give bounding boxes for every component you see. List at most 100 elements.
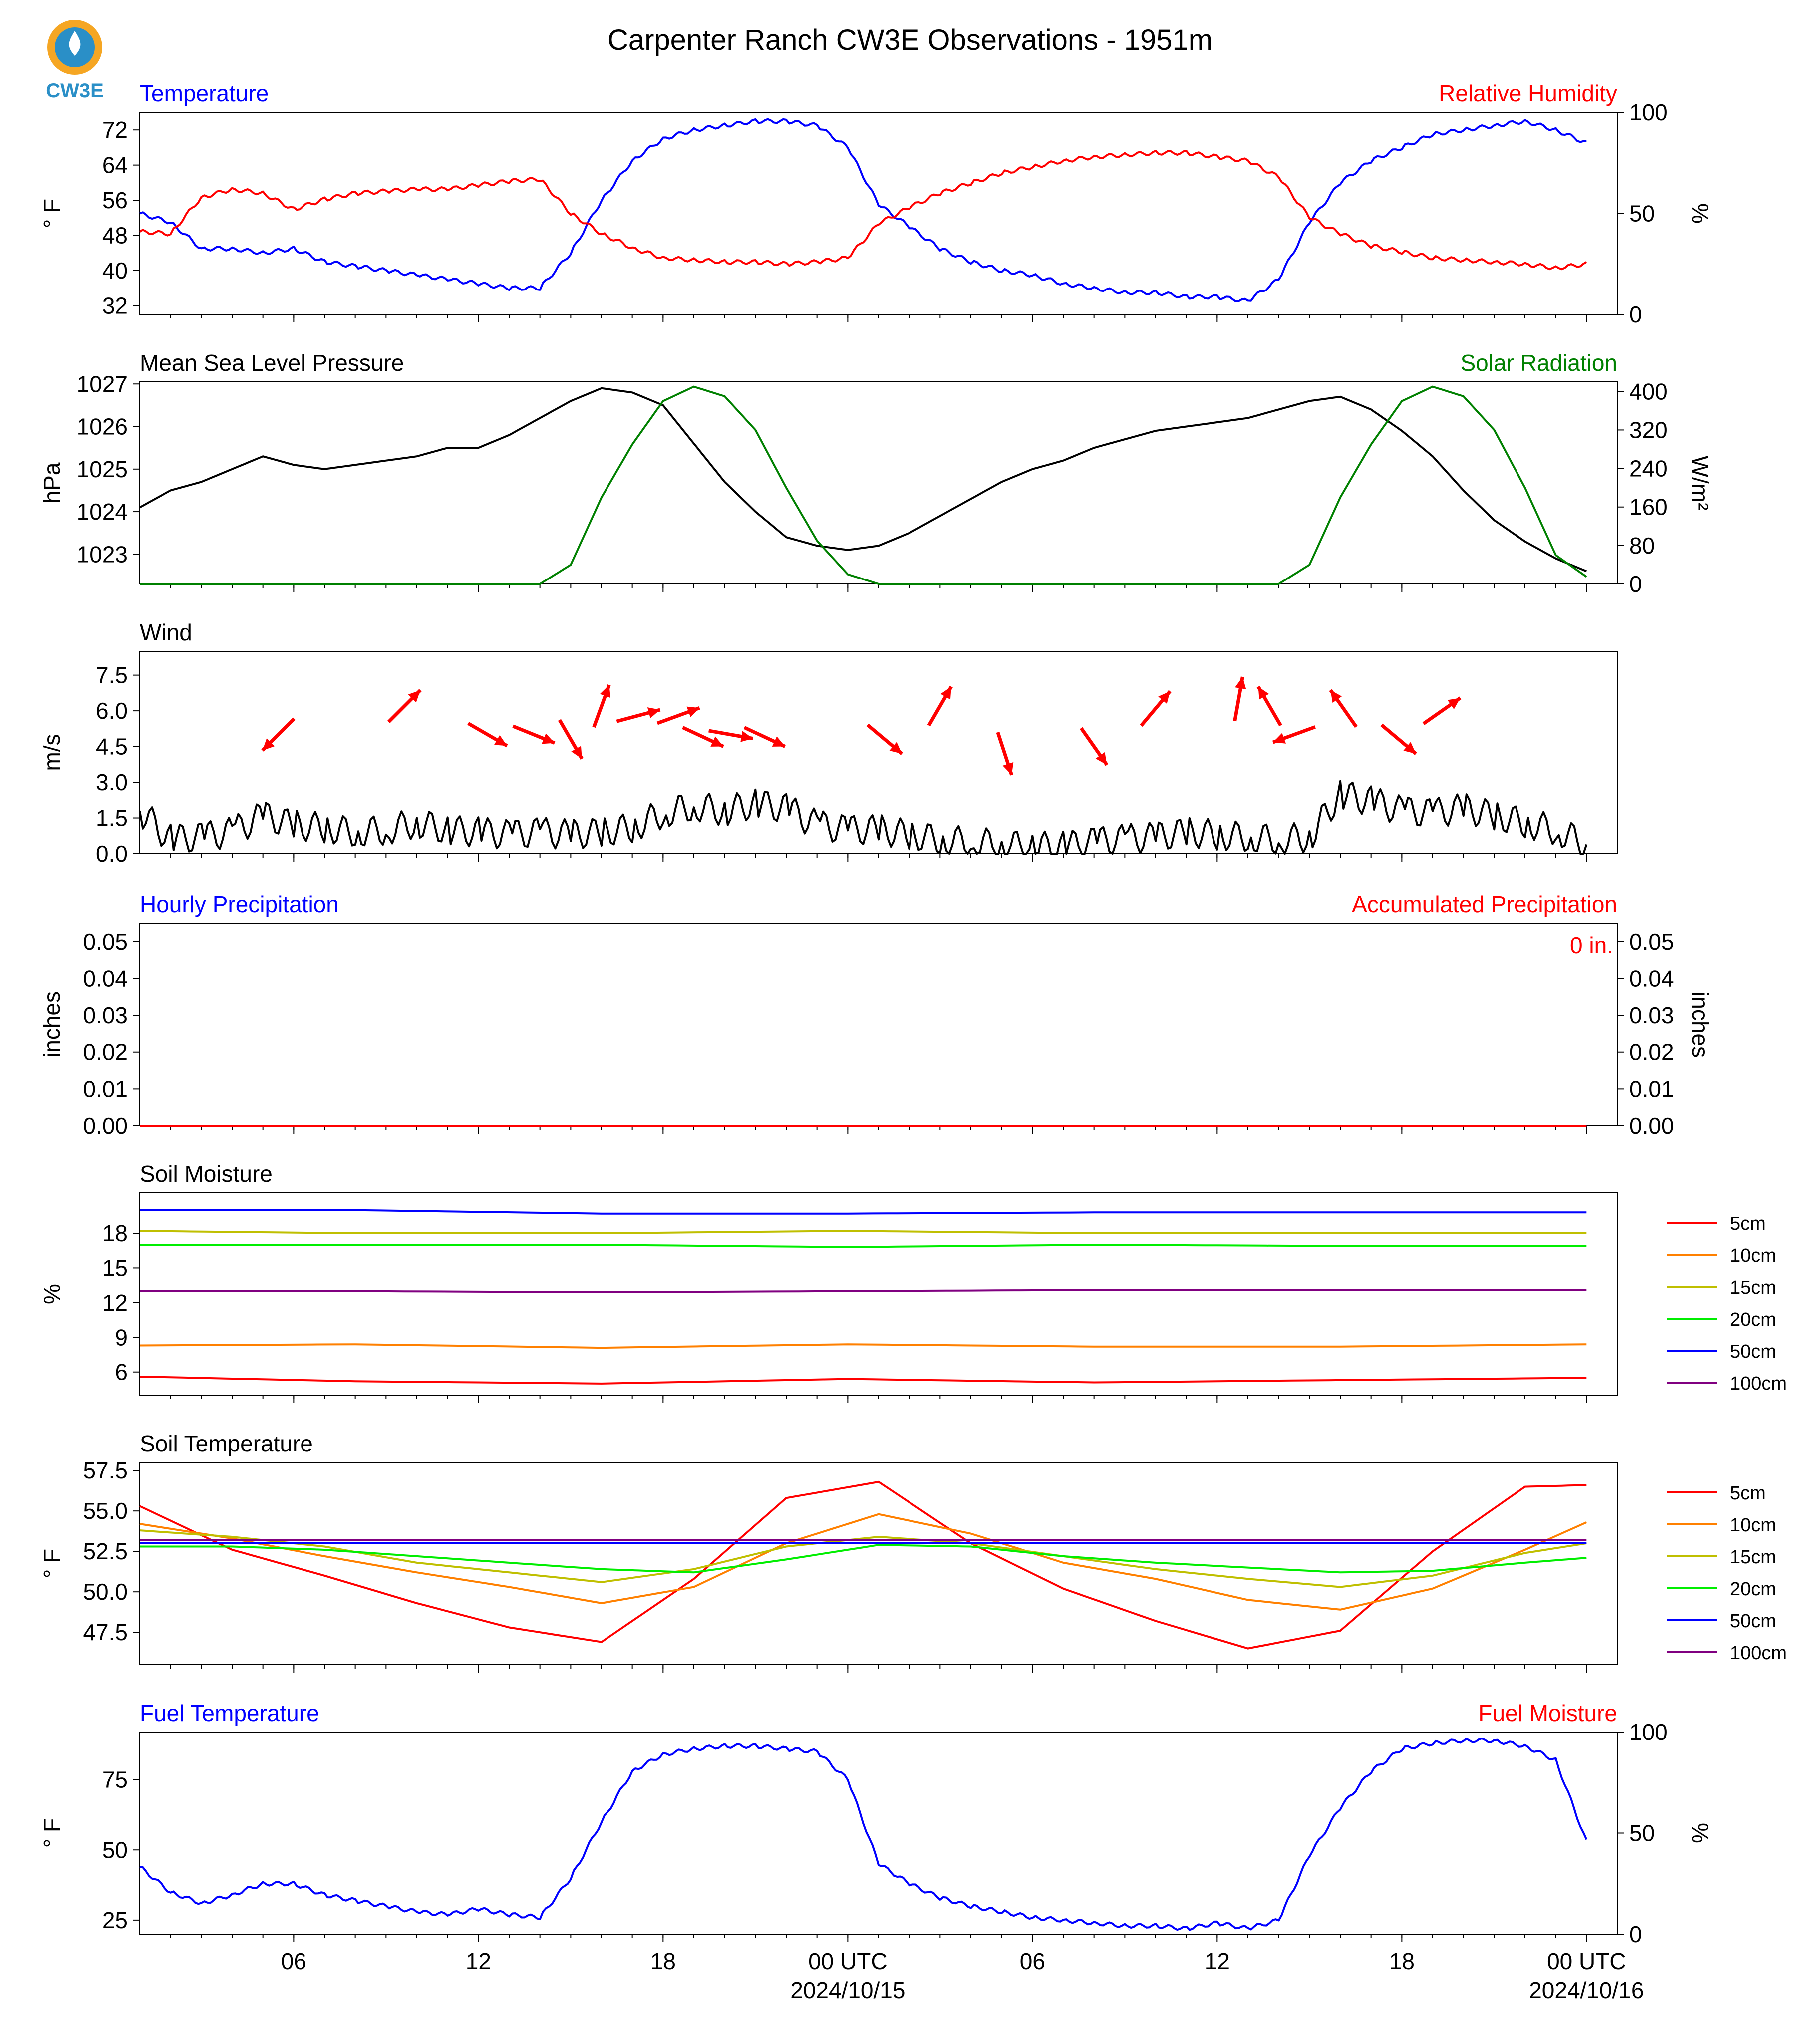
series-line-20cm <box>140 1544 1587 1574</box>
legend-label: 100cm <box>1730 1643 1787 1664</box>
wind-arrow-head <box>686 706 700 717</box>
y-tick-label-left: 50 <box>102 1837 128 1863</box>
x-tick-label: 18 <box>650 1948 676 1974</box>
y-tick-label-left: 6.0 <box>96 698 128 724</box>
plot-frame <box>139 923 1618 1126</box>
panel-title-left: Soil Temperature <box>140 1431 313 1456</box>
y-tick-label-left: 15 <box>102 1255 128 1281</box>
y-tick-label-right: 50 <box>1629 201 1655 227</box>
legend-label: 5cm <box>1730 1213 1766 1234</box>
y-tick-label-right: 0.05 <box>1629 929 1674 955</box>
chart-panel-5: Soil Moisture 6 9 12 15 18% 5cm 10cm 15cm 20cm 50c… <box>39 1161 1787 1403</box>
y-tick-label-left: 0.03 <box>83 1002 128 1028</box>
y-tick-label-right: 50 <box>1629 1820 1655 1846</box>
y-tick-label-right: 0.02 <box>1629 1039 1674 1065</box>
plot-frame <box>139 1192 1618 1396</box>
x-date-label: 2024/10/15 <box>790 1977 905 2003</box>
wind-arrow-head <box>1235 676 1246 689</box>
logo-text: CW3E <box>46 80 104 102</box>
wind-arrow-head <box>1258 686 1269 700</box>
series-line-10cm <box>139 1343 1587 1349</box>
wind-arrow <box>927 685 953 727</box>
wind-arrow <box>1380 723 1417 755</box>
y-tick-label-left: 1025 <box>77 456 128 482</box>
wind-arrow-head <box>940 686 951 700</box>
legend-label: 100cm <box>1730 1373 1787 1394</box>
y-tick-label-left: 50.0 <box>83 1579 128 1605</box>
x-date-label: 2024/10/16 <box>1529 1977 1644 2003</box>
y-tick-label-right: 100 <box>1629 99 1668 125</box>
wind-arrow <box>743 726 786 748</box>
panel-title-left: Wind <box>140 619 192 645</box>
legend-label: 10cm <box>1730 1245 1776 1266</box>
wind-arrow <box>592 684 611 728</box>
legend: 5cm 10cm 15cm 20cm 50cm 100cm <box>1667 1483 1787 1664</box>
wind-arrow-head <box>262 738 275 751</box>
series-line-wind-speed <box>139 780 1588 855</box>
chart-panel-3: Wind 0.0 1.5 3.0 4.5 6.0 7.5 m/s <box>39 619 1618 867</box>
y-tick-label-right: 0 <box>1629 301 1642 327</box>
y-axis-label-left: ° F <box>39 199 65 228</box>
legend: 5cm 10cm 15cm 20cm 50cm 100cm <box>1667 1213 1787 1394</box>
y-tick-label-left: 72 <box>102 117 128 143</box>
y-tick-label-right: 240 <box>1629 456 1668 482</box>
wind-arrow <box>996 732 1014 776</box>
wind-arrow <box>512 724 556 745</box>
wind-arrow <box>708 729 753 742</box>
y-tick-label-left: 25 <box>102 1907 128 1933</box>
y-tick-label-left: 75 <box>102 1767 128 1793</box>
x-tick-label: 12 <box>466 1948 491 1974</box>
wind-arrow <box>866 723 904 755</box>
panel-title-right: Fuel Moisture <box>1478 1700 1617 1726</box>
wind-arrow <box>1079 727 1109 766</box>
panel-title-left: Hourly Precipitation <box>140 891 339 917</box>
y-tick-label-left: 12 <box>102 1290 128 1316</box>
y-tick-label-left: 0.00 <box>83 1113 128 1139</box>
y-tick-label-right: 320 <box>1629 417 1668 443</box>
chart-panel-6: Soil Temperature 47.5 50.0 52.5 55.0 57.5 ° F 5… <box>39 1431 1787 1673</box>
wind-arrow-head <box>571 746 582 759</box>
wind-arrow <box>387 689 422 723</box>
panel-title-right: Accumulated Precipitation <box>1352 891 1617 917</box>
wind-arrow-head <box>1403 742 1416 754</box>
accumulated-precip-annotation: 0 in. <box>1570 932 1613 958</box>
wind-arrow-head <box>408 690 421 703</box>
wind-arrow-head <box>740 731 753 742</box>
logo-water-drop-icon <box>69 31 81 56</box>
wind-arrow-head <box>772 736 785 747</box>
x-tick-label: 06 <box>281 1948 306 1974</box>
wind-arrow-head <box>1095 752 1107 765</box>
series-line-10cm <box>139 1513 1587 1611</box>
wind-arrow <box>1422 696 1462 725</box>
y-tick-label-left: 1023 <box>77 541 128 567</box>
y-tick-label-left: 7.5 <box>96 662 128 688</box>
y-axis-label-left: ° F <box>39 1549 65 1578</box>
y-tick-label-left: 52.5 <box>83 1538 128 1564</box>
y-axis-label-left: m/s <box>39 734 65 771</box>
y-tick-label-right: 0.01 <box>1629 1076 1674 1102</box>
wind-arrow-head <box>542 733 555 744</box>
legend-label: 50cm <box>1730 1611 1776 1632</box>
wind-arrow-head <box>1002 762 1014 775</box>
series-line-15cm <box>139 1529 1587 1588</box>
y-axis-label-right: W/m² <box>1687 456 1713 511</box>
series-line-5cm <box>139 1376 1587 1385</box>
y-tick-label-left: 32 <box>102 292 128 318</box>
panel-title-left: Soil Moisture <box>140 1161 273 1187</box>
series-line-50cm <box>140 1209 1587 1215</box>
y-axis-label-left: inches <box>39 991 65 1058</box>
wind-arrow <box>261 717 296 752</box>
wind-arrow <box>682 726 724 748</box>
wind-arrow <box>558 719 584 760</box>
y-tick-label-left: 0.01 <box>83 1076 128 1102</box>
y-tick-label-left: 1024 <box>77 499 128 525</box>
chart-panel-2: Mean Sea Level Pressure Solar Radiation 10… <box>39 350 1713 597</box>
y-axis-label-right: % <box>1687 203 1713 224</box>
y-tick-label-left: 6 <box>115 1359 128 1385</box>
panel-title-right: Relative Humidity <box>1439 80 1617 106</box>
legend-label: 20cm <box>1730 1579 1776 1600</box>
series-line-relative-humidity <box>139 150 1587 271</box>
chart-panel-4: Hourly Precipitation Accumulated Precipit… <box>39 891 1713 1139</box>
y-tick-label-right: 0 <box>1629 571 1642 597</box>
cw3e-logo: CW3E <box>46 20 104 102</box>
